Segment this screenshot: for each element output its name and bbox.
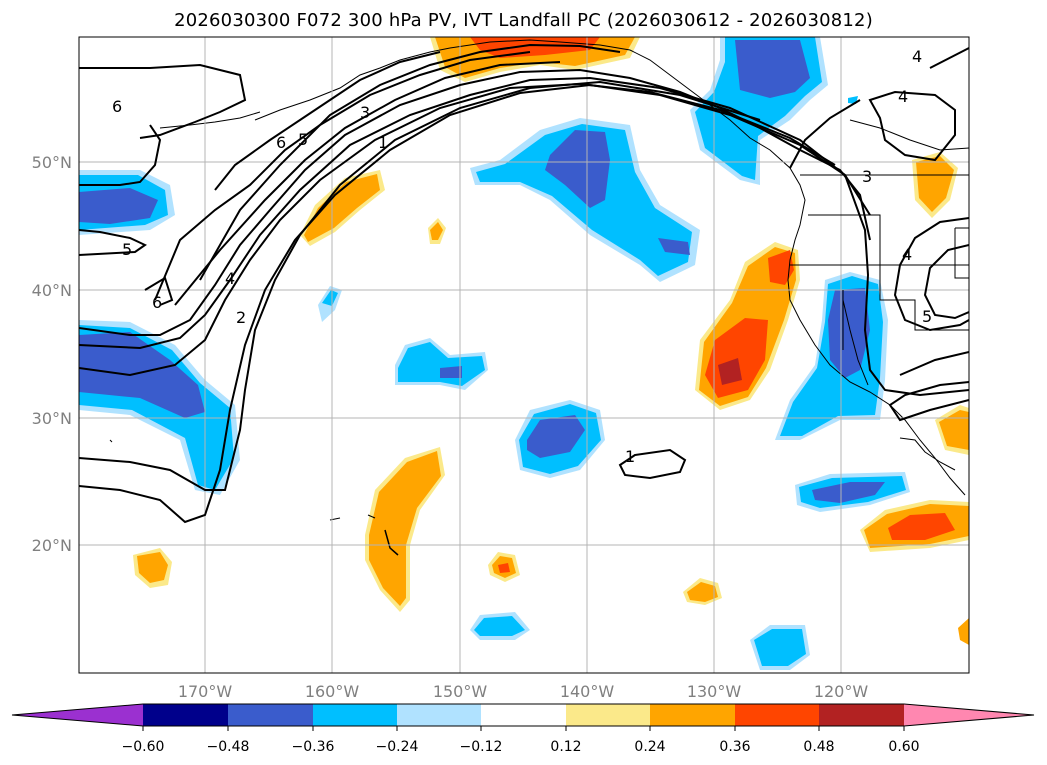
lon-label-130w: 130°W [687,682,742,701]
positive-anomaly-region-small-patches [133,548,969,645]
graticule [79,37,969,673]
contour-label: 4 [912,47,922,66]
negative-anomaly-region-south-small [318,96,858,670]
latitude-labels: 50°N 40°N 30°N 20°N [32,153,72,555]
colorbar-bin [735,704,819,726]
negative-anomaly-region-west-midlat [79,170,175,235]
lat-label-50n: 50°N [32,153,72,172]
positive-anomaly-region-hawaii [365,447,445,612]
contour-label: 5 [298,130,308,149]
colorbar-bin [228,704,313,726]
contour-label: 4 [225,269,235,288]
anomaly-shading [79,37,969,670]
contour-label: 6 [152,293,162,312]
colorbar-tick-label: 0.12 [550,739,581,755]
contour-label: 4 [898,87,908,106]
negative-anomaly-region-central-small [395,338,488,390]
negative-anomaly-region-alaska [690,37,828,185]
lon-label-150w: 150°W [433,682,488,701]
colorbar-bin [481,704,566,726]
lat-label-40n: 40°N [32,281,72,300]
lon-label-120w: 120°W [814,682,869,701]
colorbar-bin [313,704,397,726]
map-frame [78,36,970,674]
coastlines [109,39,969,556]
map-panel: 6 6 5 3 1 5 6 4 2 1 4 4 3 4 5 [78,36,970,674]
contour-label: 6 [276,133,286,152]
negative-anomaly-region-central-round [515,400,605,478]
colorbar-bin [397,704,481,726]
contour-label: 5 [122,240,132,259]
colorbar-extend-min [12,704,143,726]
positive-anomaly-region-california [695,242,800,410]
negative-anomaly-region-baja [795,472,910,512]
contour-labels: 6 6 5 3 1 5 6 4 2 1 4 4 3 4 5 [112,47,932,466]
colorbar-tick-label: 0.60 [888,739,919,755]
longitude-labels: 170°W 160°W 150°W 140°W 130°W 120°W [178,682,869,701]
negative-anomaly-region-west-coast [775,272,888,440]
contour-label: 1 [378,133,388,152]
colorbar-tick-label: −0.60 [122,739,165,755]
negative-anomaly-region-west-subtropic [79,320,240,495]
lat-label-20n: 20°N [32,536,72,555]
contour-label: 3 [360,103,370,122]
lon-label-170w: 170°W [178,682,233,701]
lat-label-30n: 30°N [32,409,72,428]
colorbar-bin [819,704,904,726]
contour-label: 2 [236,308,246,327]
colorbar-tick-label: −0.12 [460,739,503,755]
lon-label-140w: 140°W [560,682,615,701]
contour-label: 1 [625,447,635,466]
colorbar-bin [566,704,650,726]
colorbar-tick-label: −0.48 [207,739,250,755]
colorbar-tick-label: 0.48 [803,739,834,755]
contour-label: 4 [902,245,912,264]
colorbar-bin [143,704,228,726]
contour-label: 6 [112,97,122,116]
contour-label: 3 [862,167,872,186]
colorbar: −0.60 −0.48 −0.36 −0.24 −0.12 0.12 0.24 … [11,703,1035,755]
colorbar-tick-label: −0.24 [376,739,419,755]
map-title: 2026030300 F072 300 hPa PV, IVT Landfall… [174,10,873,31]
colorbar-tick-label: 0.24 [634,739,665,755]
contour-label: 5 [922,307,932,326]
colorbar-tick-label: −0.36 [292,739,335,755]
lon-label-160w: 160°W [305,682,360,701]
positive-anomaly-region-west-elongated [300,170,446,246]
colorbar-bin [650,704,735,726]
pv-contours [79,43,969,524]
colorbar-tick-label: 0.36 [719,739,750,755]
colorbar-extend-max [904,704,1034,726]
